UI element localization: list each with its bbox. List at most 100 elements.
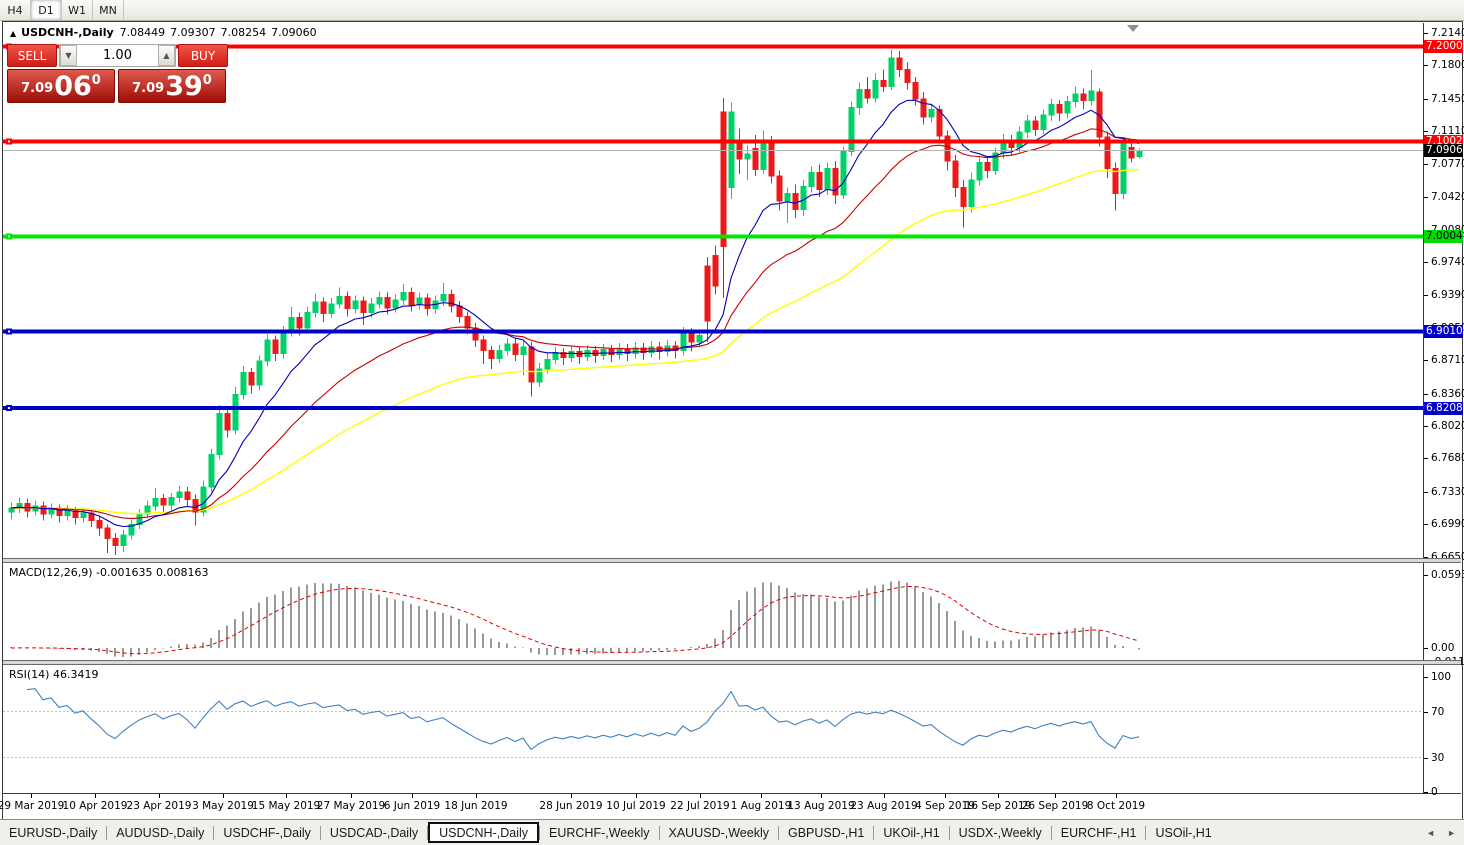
tab-separator bbox=[873, 825, 875, 840]
collapse-trade-panel-icon[interactable]: ▲ bbox=[10, 29, 17, 38]
timeframe-button-d1[interactable]: D1 bbox=[31, 0, 62, 20]
date-label: 10 Jul 2019 bbox=[606, 800, 666, 812]
buy-price-point: 0 bbox=[202, 73, 212, 88]
date-tick bbox=[636, 794, 637, 798]
tab-gbpusd-h1[interactable]: GBPUSD-,H1 bbox=[787, 825, 865, 840]
tab-separator bbox=[427, 825, 429, 840]
tab-usdcnh-daily[interactable]: USDCNH-,Daily bbox=[428, 822, 540, 843]
volume-decrease-button[interactable]: ▼ bbox=[60, 45, 77, 66]
tab-usdchf-daily[interactable]: USDCHF-,Daily bbox=[223, 825, 311, 840]
rsi-label: 70 bbox=[1431, 706, 1445, 718]
date-label: 26 Sep 2019 bbox=[1021, 800, 1089, 812]
date-tick bbox=[998, 794, 999, 798]
tab-separator bbox=[319, 825, 321, 840]
volume-increase-button[interactable]: ▲ bbox=[158, 45, 175, 66]
timeframe-button-h4[interactable]: H4 bbox=[0, 0, 31, 20]
sell-price-box[interactable]: 7.09 06 0 bbox=[7, 69, 115, 103]
macd-value-main: -0.001635 bbox=[96, 566, 153, 579]
tab-audusd-daily[interactable]: AUDUSD-,Daily bbox=[116, 825, 205, 840]
price-label: 7.07700 bbox=[1431, 158, 1464, 170]
date-tick bbox=[159, 794, 160, 798]
tab-ukoil-h1[interactable]: UKOil-,H1 bbox=[883, 825, 940, 840]
timeframe-toolbar: H4 D1 W1 MN bbox=[0, 0, 1464, 21]
price-tick bbox=[1424, 33, 1428, 34]
price-label: 6.80200 bbox=[1431, 420, 1464, 432]
date-label: 29 Mar 2019 bbox=[0, 800, 65, 812]
price-label: 6.76800 bbox=[1431, 452, 1464, 464]
price-label: 6.69900 bbox=[1431, 518, 1464, 530]
price-tick bbox=[1424, 131, 1428, 132]
sell-button[interactable]: SELL bbox=[7, 44, 57, 67]
macd-chart-canvas[interactable] bbox=[3, 563, 1423, 660]
buy-price-digits: 39 bbox=[165, 71, 203, 102]
date-label: 23 Aug 2019 bbox=[850, 800, 918, 812]
date-tick bbox=[945, 794, 946, 798]
date-label: 6 Jun 2019 bbox=[383, 800, 441, 812]
level-line-7.10029[interactable] bbox=[3, 138, 1423, 145]
price-chart-canvas[interactable] bbox=[3, 23, 1423, 558]
chart-title: ▲ USDCNH-,Daily 7.08449 7.09307 7.08254 7.090… bbox=[10, 26, 322, 39]
tab-separator bbox=[948, 825, 950, 840]
buy-button[interactable]: BUY bbox=[178, 44, 228, 67]
tab-scroll-right-icon[interactable]: ► bbox=[1447, 827, 1456, 838]
rsi-tick bbox=[1424, 792, 1428, 793]
tab-eurchf-weekly[interactable]: EURCHF-,Weekly bbox=[549, 825, 650, 840]
price-label: 7.14500 bbox=[1431, 93, 1464, 105]
rsi-line bbox=[26, 688, 1140, 751]
tab-eurusd-daily[interactable]: EURUSD-,Daily bbox=[9, 825, 98, 840]
price-tick bbox=[1424, 197, 1428, 198]
buy-price-prefix: 7.09 bbox=[132, 81, 165, 96]
pane-splitter[interactable] bbox=[3, 558, 1461, 563]
tab-eurchf-h1[interactable]: EURCHF-,H1 bbox=[1060, 825, 1137, 840]
date-label: 8 Oct 2019 bbox=[1086, 800, 1146, 812]
chart-shift-marker-icon[interactable] bbox=[1127, 25, 1139, 32]
price-tick bbox=[1424, 164, 1428, 165]
buy-price-box[interactable]: 7.09 39 0 bbox=[118, 69, 226, 103]
date-label: 15 May 2019 bbox=[251, 800, 321, 812]
tab-usoil-h1[interactable]: USOil-,H1 bbox=[1155, 825, 1212, 840]
tab-usdx-weekly[interactable]: USDX-,Weekly bbox=[958, 825, 1042, 840]
current-price-badge: 7.09060 bbox=[1424, 144, 1464, 158]
tab-separator bbox=[777, 825, 779, 840]
date-tick bbox=[223, 794, 224, 798]
tab-separator bbox=[106, 825, 108, 840]
sell-price-digits: 06 bbox=[54, 71, 92, 102]
tab-usdcad-daily[interactable]: USDCAD-,Daily bbox=[329, 825, 419, 840]
date-label: 1 Aug 2019 bbox=[730, 800, 792, 812]
date-tick bbox=[1116, 794, 1117, 798]
ohlc-high: 7.09307 bbox=[170, 26, 216, 39]
tab-separator bbox=[213, 825, 215, 840]
rsi-label: 0 bbox=[1431, 786, 1438, 798]
price-label: 7.11100 bbox=[1431, 125, 1464, 137]
price-tick bbox=[1424, 492, 1428, 493]
date-tick bbox=[476, 794, 477, 798]
rsi-label: RSI(14) 46.3419 bbox=[9, 668, 99, 681]
tab-separator bbox=[1050, 825, 1052, 840]
rsi-chart-canvas[interactable] bbox=[3, 665, 1423, 793]
date-tick bbox=[351, 794, 352, 798]
pane-splitter[interactable] bbox=[3, 660, 1461, 665]
price-tick bbox=[1424, 65, 1428, 66]
timeframe-button-w1[interactable]: W1 bbox=[62, 0, 93, 20]
date-axis: 29 Mar 2019 10 Apr 2019 23 Apr 2019 3 May 2… bbox=[0, 793, 1461, 819]
ma-mid-line bbox=[10, 128, 1140, 519]
timeframe-button-mn[interactable]: MN bbox=[93, 0, 124, 20]
tab-separator bbox=[1145, 825, 1147, 840]
rsi-label: 30 bbox=[1431, 752, 1445, 764]
one-click-trading-panel: SELL ▼ ▲ BUY 7.09 06 0 7.09 39 0 bbox=[7, 44, 228, 103]
tab-xauusd-weekly[interactable]: XAUUSD-,Weekly bbox=[668, 825, 769, 840]
level-line-6.90100[interactable] bbox=[3, 328, 1423, 335]
volume-input[interactable] bbox=[77, 45, 158, 66]
price-tick bbox=[1424, 262, 1428, 263]
date-tick bbox=[884, 794, 885, 798]
sell-price-prefix: 7.09 bbox=[21, 81, 54, 96]
tab-separator bbox=[539, 825, 541, 840]
price-label: 6.73300 bbox=[1431, 486, 1464, 498]
level-line-7.00048[interactable] bbox=[3, 233, 1423, 240]
ohlc-open: 7.08449 bbox=[119, 26, 166, 39]
level-line-6.82084[interactable] bbox=[3, 405, 1423, 412]
tab-scroll-left-icon[interactable]: ◄ bbox=[1426, 827, 1436, 838]
rsi-tick bbox=[1424, 758, 1428, 759]
date-label: 3 May 2019 bbox=[192, 800, 254, 812]
ohlc-low: 7.08254 bbox=[220, 26, 267, 39]
